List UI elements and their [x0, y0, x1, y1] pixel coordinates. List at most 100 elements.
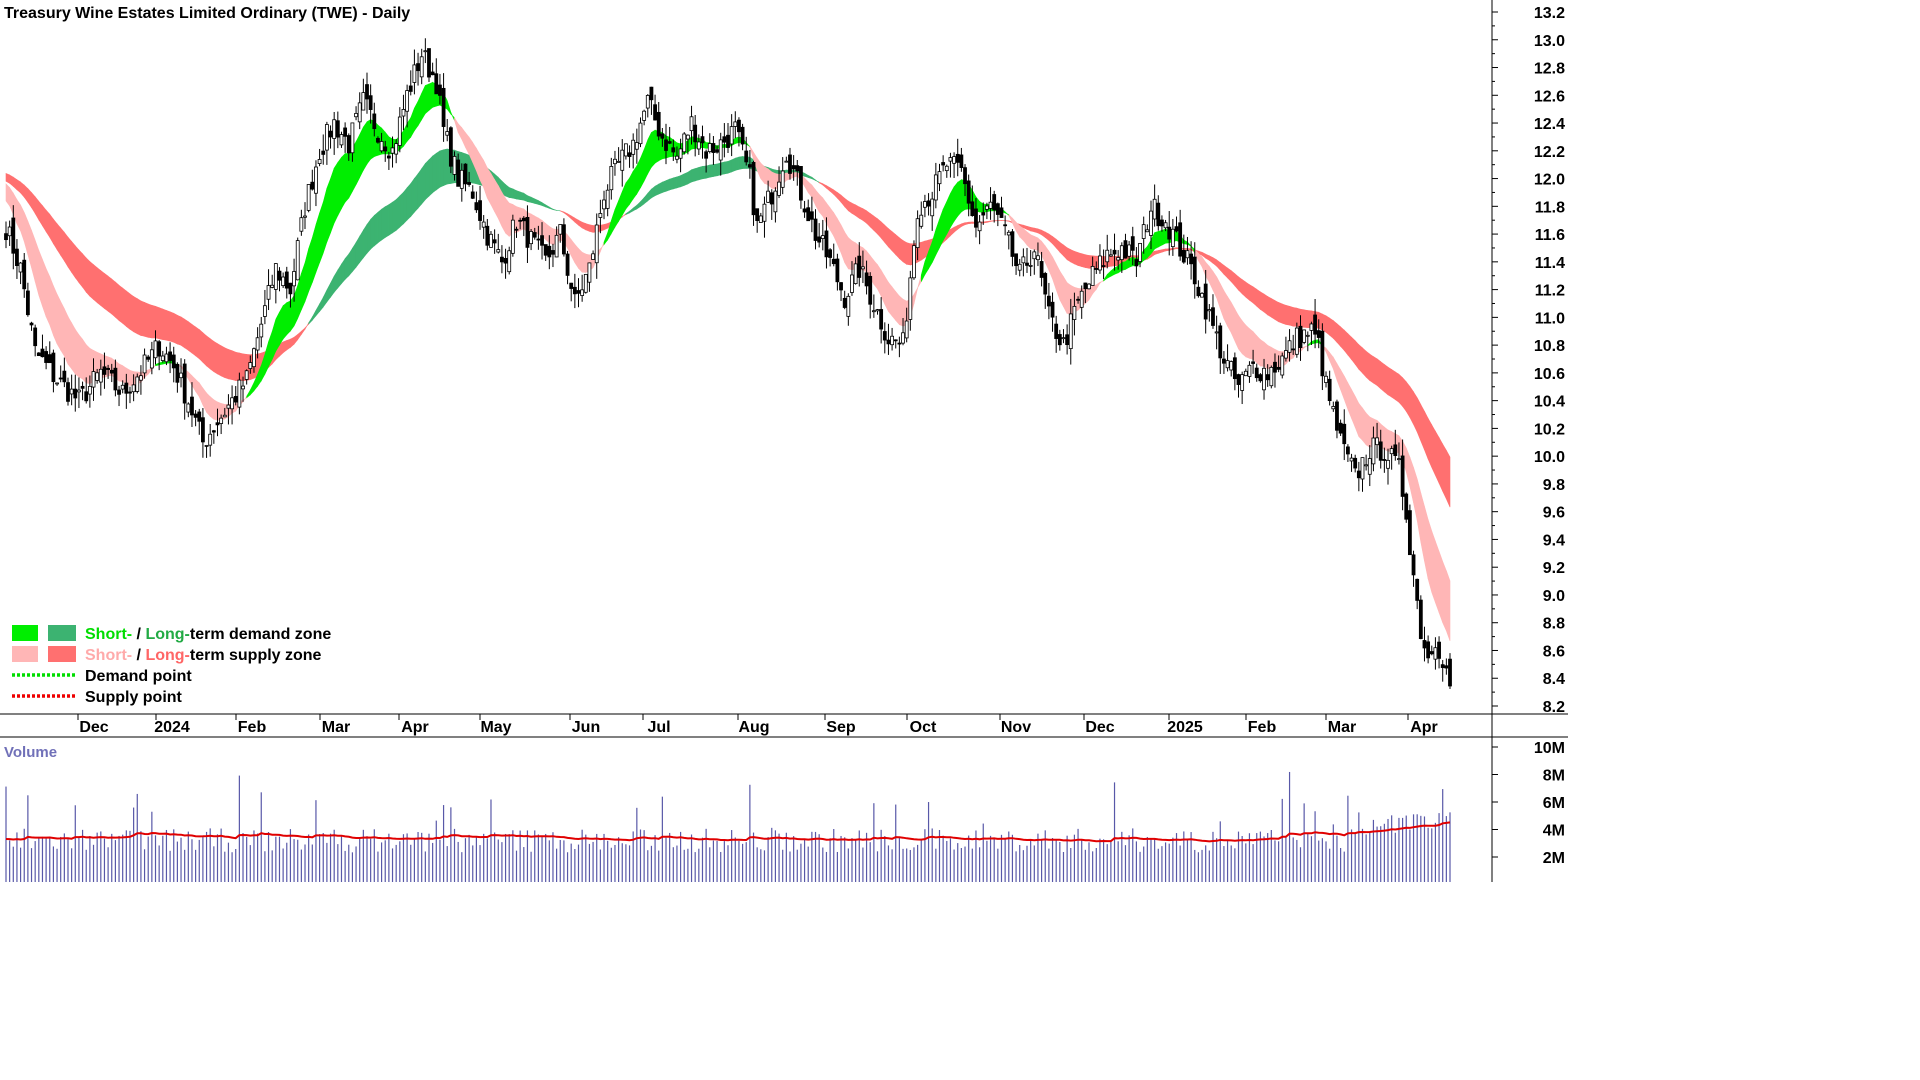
candle-body — [29, 322, 34, 326]
long-term-zone-segment — [173, 312, 178, 345]
long-term-zone-segment — [953, 225, 959, 233]
short-term-zone-segment — [38, 250, 43, 307]
candle-body — [817, 236, 822, 243]
long-term-zone-segment — [384, 204, 390, 239]
candle-body — [292, 271, 296, 287]
short-term-zone-segment — [1012, 217, 1017, 231]
candle-body — [871, 310, 876, 313]
candle-body — [901, 332, 905, 344]
candle-body — [1356, 470, 1361, 479]
short-term-zone-segment — [888, 281, 893, 317]
short-term-zone-segment — [1154, 230, 1159, 250]
candle-body — [569, 282, 574, 289]
candle-body — [219, 417, 224, 424]
long-term-zone-segment — [1424, 411, 1429, 460]
candle-body — [1327, 378, 1332, 402]
candle-body — [350, 122, 355, 154]
long-term-zone-segment — [1023, 224, 1028, 230]
short-term-zone-segment — [950, 186, 955, 229]
short-term-zone-segment — [195, 378, 200, 398]
candle-body — [1200, 292, 1204, 298]
long-term-zone-segment — [89, 260, 94, 301]
candle-body — [328, 130, 333, 138]
long-term-zone-segment — [326, 283, 331, 303]
long-term-zone-segment — [297, 330, 302, 341]
short-term-zone-segment — [421, 85, 426, 121]
candle-body — [751, 162, 756, 216]
short-term-zone-segment — [917, 274, 922, 289]
long-term-zone-segment — [829, 187, 835, 195]
long-term-zone-segment — [1446, 450, 1451, 508]
candle-body — [726, 134, 730, 148]
short-term-zone-segment — [147, 367, 153, 375]
long-term-zone-segment — [512, 188, 517, 200]
candle-body — [4, 233, 8, 241]
long-term-zone-segment — [96, 267, 102, 307]
long-term-zone-segment — [392, 199, 397, 234]
long-term-zone-segment — [815, 179, 820, 184]
candle-body — [481, 221, 486, 228]
candle-body — [1294, 327, 1299, 355]
long-term-zone-segment — [166, 309, 171, 342]
short-term-zone-segment — [465, 131, 470, 155]
long-term-zone-segment — [869, 212, 875, 232]
candle-body — [142, 354, 147, 374]
x-tick-label: 2025 — [1167, 719, 1203, 736]
candle-body — [809, 211, 814, 220]
candle-body — [1371, 437, 1376, 465]
long-term-zone-segment — [1322, 313, 1327, 333]
candle-body — [25, 290, 30, 316]
y-tick-label: 12.4 — [1534, 116, 1565, 133]
short-term-zone-segment — [516, 206, 521, 234]
x-tick-label: Jun — [572, 719, 600, 736]
long-term-zone-segment — [672, 176, 678, 190]
long-term-zone-segment — [20, 181, 25, 198]
candle-body — [379, 141, 384, 152]
long-term-zone-segment — [1034, 227, 1039, 234]
candle-body — [252, 348, 256, 368]
y-tick-label: 9.0 — [1543, 588, 1565, 605]
x-tick-label: Feb — [1248, 719, 1277, 736]
short-term-zone-segment — [217, 401, 222, 421]
candle-body — [660, 133, 665, 139]
y-tick-label: 11.0 — [1535, 310, 1565, 327]
candle-body — [113, 367, 118, 391]
candle-body — [1426, 641, 1431, 659]
short-term-zone-segment — [1384, 426, 1389, 452]
long-term-zone-segment — [151, 304, 156, 339]
candle-body — [1083, 282, 1088, 290]
long-term-zone-segment — [567, 213, 572, 220]
short-term-zone-segment — [348, 146, 353, 199]
candle-body — [853, 263, 858, 285]
candle-body — [664, 139, 668, 151]
candle-body — [788, 154, 792, 174]
candle-body — [970, 201, 975, 216]
candle-body — [18, 262, 23, 273]
candle-body — [609, 166, 614, 191]
long-term-zone-segment — [370, 214, 375, 250]
long-term-zone-segment — [1431, 423, 1436, 476]
short-term-zone-segment — [242, 395, 247, 403]
candle-body — [890, 335, 894, 346]
long-term-zone-segment — [1030, 227, 1035, 233]
long-term-zone-segment — [377, 208, 382, 244]
candle-body — [521, 217, 526, 222]
short-term-zone-segment — [428, 81, 433, 112]
short-term-zone-segment — [16, 198, 21, 232]
long-term-zone-segment — [1303, 309, 1309, 329]
long-term-zone-segment — [986, 220, 991, 223]
candle-body — [638, 122, 643, 145]
long-term-zone-segment — [1230, 270, 1236, 287]
candle-body — [288, 282, 293, 295]
long-term-zone-segment — [1187, 248, 1192, 251]
candle-body — [536, 238, 541, 241]
short-term-zone-segment — [45, 268, 51, 326]
long-term-zone-segment — [1427, 417, 1433, 468]
candle-body — [7, 226, 12, 237]
candle-body — [1305, 334, 1310, 337]
candle-body — [696, 141, 701, 150]
candle-body — [780, 170, 785, 188]
y-tick-label: 10.0 — [1534, 449, 1565, 466]
long-term-zone-segment — [78, 249, 83, 288]
y-tick-label: 9.6 — [1543, 505, 1565, 522]
